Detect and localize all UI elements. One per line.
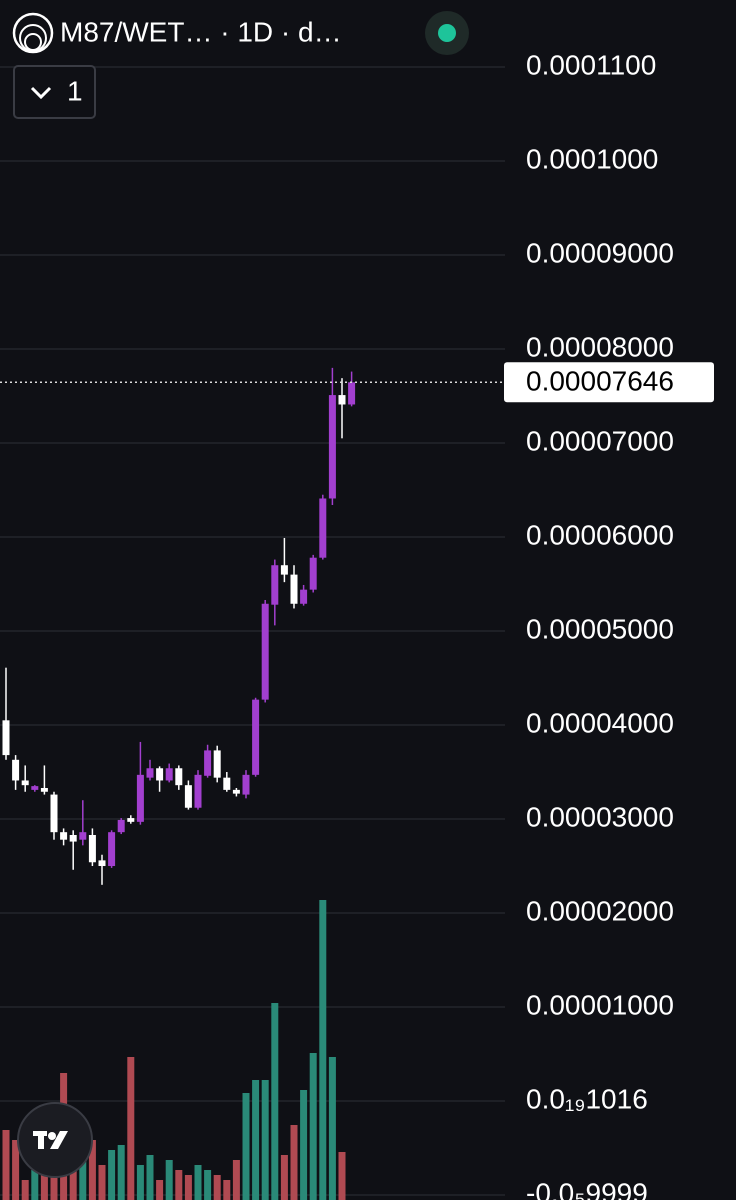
candle-body (117, 819, 125, 833)
symbol-title[interactable]: M87/WET… · 1D · d… (60, 16, 342, 47)
volume-bar (252, 1080, 260, 1200)
candle-body (12, 759, 20, 781)
price-axis: 0.0001100 0.0001000 0.00009000 0.00008000 0.… (0, 49, 714, 1200)
candle-body (261, 603, 269, 700)
volume-bar (69, 1160, 77, 1200)
y-tick-label: 0.00004000 (526, 707, 674, 738)
candle-body (40, 787, 48, 792)
candle-body (319, 498, 327, 558)
volume-bar (117, 1145, 125, 1200)
volume-bar (108, 1150, 116, 1200)
volume-bar (127, 1057, 135, 1200)
candle-body (136, 774, 144, 822)
volume-bar (213, 1175, 221, 1200)
volume-bar (21, 1180, 29, 1200)
y-tick-label: 0.00007000 (526, 425, 674, 456)
candle-body (290, 574, 298, 604)
y-tick-label: 0.00006000 (526, 519, 674, 550)
candle-body (194, 774, 202, 808)
volume-bar (232, 1160, 240, 1200)
candle-body (108, 832, 116, 867)
candle-body (309, 557, 317, 590)
candle-body (156, 768, 164, 781)
volume-bar (242, 1093, 250, 1200)
volume-bar (319, 900, 327, 1200)
current-price-label: 0.00007646 (526, 366, 674, 397)
candle-body (21, 780, 29, 786)
tradingview-logo[interactable] (17, 1102, 93, 1178)
volume-bar (338, 1152, 346, 1200)
volume-bar (328, 1057, 336, 1200)
y-tick-label: 0.00005000 (526, 613, 674, 644)
candle-body (204, 750, 212, 776)
volume-bar (204, 1170, 212, 1200)
volume-bar (290, 1125, 298, 1200)
volume-bar (261, 1080, 269, 1200)
volume-bar (300, 1090, 308, 1200)
candle-body (50, 794, 58, 833)
current-price-box (504, 362, 714, 403)
volume-bar (184, 1175, 192, 1200)
grid (0, 66, 505, 1196)
candle-body (79, 832, 87, 840)
candle-body (338, 395, 346, 405)
indicator-toggle[interactable] (13, 65, 96, 119)
candle-body (252, 699, 260, 775)
candle-body (2, 720, 10, 756)
volume-bar (223, 1180, 231, 1200)
volume-bar (280, 1155, 288, 1200)
candle-body (69, 834, 77, 842)
volume-bar (156, 1180, 164, 1200)
y-tick-label: 0.0₁₉1016 (526, 1083, 648, 1114)
candle-body (242, 774, 250, 795)
candle-body (232, 789, 240, 794)
y-tick-label: 0.00008000 (526, 331, 674, 362)
indicator-count: 1 (67, 75, 83, 106)
candle-body (175, 768, 183, 786)
volume-bar (175, 1170, 183, 1200)
logo[interactable] (12, 12, 54, 54)
candles (2, 367, 356, 885)
candle-body (127, 818, 135, 822)
volume-bar (146, 1155, 154, 1200)
volume-bar (194, 1165, 202, 1200)
candle-body (328, 395, 336, 499)
candle-body (223, 777, 231, 790)
y-tick-label: 0.00002000 (526, 895, 674, 926)
volume-bar (98, 1165, 106, 1200)
volume-bar (88, 1140, 96, 1200)
candle-body (146, 768, 154, 778)
status-dot (438, 24, 456, 42)
candle-body (300, 589, 308, 604)
chevron (30, 86, 52, 100)
y-tick-label: 0.00003000 (526, 801, 674, 832)
y-tick-label: 0.0001100 (526, 49, 656, 80)
volume-bar (2, 1130, 10, 1200)
candle-body (88, 834, 96, 863)
candle-body (184, 785, 192, 808)
volume-bar (79, 1160, 87, 1200)
volume-bar (31, 1170, 39, 1200)
volume-bar (271, 1003, 279, 1200)
volume-bar (309, 1053, 317, 1200)
y-tick-label: 0.0001000 (526, 143, 658, 174)
volume-bar (136, 1165, 144, 1200)
candle-body (213, 750, 221, 778)
candle-body (348, 382, 356, 405)
candle-body (271, 565, 279, 605)
candle-body (31, 786, 39, 790)
candle-body (165, 768, 173, 781)
y-tick-label: 0.00001000 (526, 989, 674, 1020)
candle-body (280, 565, 288, 575)
y-tick-label: 0.00009000 (526, 237, 674, 268)
volume-bar (165, 1160, 173, 1200)
volume-bar (12, 1140, 20, 1200)
candle-body (98, 860, 106, 867)
y-tick-label: -0.0₅9999 (526, 1177, 648, 1200)
candle-body (60, 832, 68, 840)
